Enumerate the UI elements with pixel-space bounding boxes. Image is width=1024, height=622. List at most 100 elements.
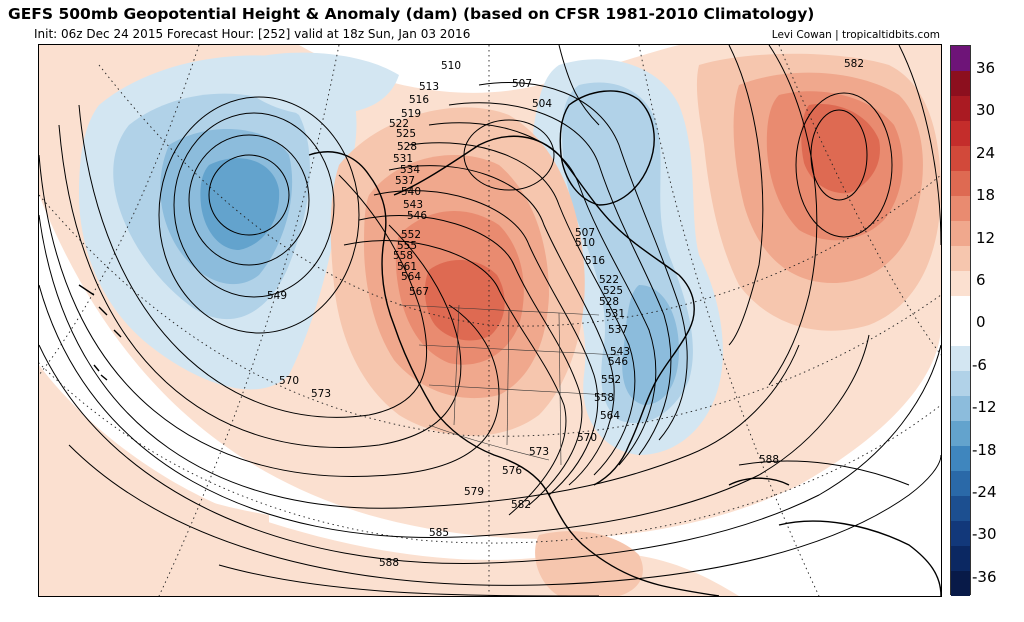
contour-label-510: 510 — [441, 60, 461, 72]
positive-anomaly-ridge-core — [424, 259, 505, 341]
colorbar-tick-label: -6 — [972, 355, 987, 374]
colorbar-tick-label: 30 — [976, 101, 996, 120]
contour-label-567: 567 — [409, 286, 429, 298]
negative-anomaly-alaska — [229, 52, 399, 115]
colorbar-tick-label: -24 — [972, 483, 997, 501]
colorbar-tick-label: 12 — [976, 228, 996, 247]
colorbar-segment — [951, 46, 970, 71]
contour-label-582-northeast: 582 — [844, 58, 864, 70]
map-title: GEFS 500mb Geopotential Height & Anomaly… — [8, 5, 815, 23]
contour-label-525-east: 525 — [603, 285, 623, 297]
contour-label-522-east: 522 — [599, 274, 619, 286]
contour-label-564-east: 564 — [600, 410, 620, 422]
colorbar-segment — [951, 521, 970, 546]
colorbar-segment — [951, 171, 970, 196]
contour-label-588-south: 588 — [379, 557, 399, 569]
map-credit: Levi Cowan | tropicaltidbits.com — [771, 29, 940, 41]
contour-label-507-east: 507 — [575, 227, 595, 239]
contour-label-519: 519 — [401, 108, 421, 120]
colorbar-segment — [951, 246, 970, 271]
colorbar-tick-label: -12 — [972, 398, 997, 417]
contour-label-516: 516 — [409, 94, 429, 106]
colorbar-segment — [951, 546, 970, 571]
contour-label-570-east: 570 — [577, 432, 597, 444]
contour-labels: 510 513 516 519 522 525 528 531 534 537 … — [267, 58, 864, 569]
colorbar-segment — [951, 271, 970, 296]
positive-anomaly-southwest — [39, 405, 269, 596]
contour-label-537: 537 — [395, 175, 415, 187]
contour-label-543: 543 — [403, 199, 423, 211]
hawaii-islands — [93, 364, 108, 381]
contour-label-573-south: 573 — [529, 446, 549, 458]
colorbar-segment — [951, 96, 970, 121]
map-subtitle: Init: 06z Dec 24 2015 Forecast Hour: [25… — [34, 27, 471, 41]
colorbar-segment — [951, 321, 970, 346]
aleutian-islands — [78, 284, 122, 338]
anomaly-colorbar — [950, 45, 971, 596]
colorbar-tick-label: 18 — [976, 186, 996, 205]
contour-label-564: 564 — [401, 271, 421, 283]
contour-label-546-east: 546 — [608, 356, 628, 368]
contour-label-546: 546 — [407, 210, 427, 222]
colorbar-segment — [951, 296, 970, 321]
contour-label-561: 561 — [397, 261, 417, 273]
colorbar-segment — [951, 146, 970, 171]
colorbar-segment — [951, 346, 970, 371]
contour-label-570-west: 570 — [279, 375, 299, 387]
contour-label-510-east: 510 — [575, 237, 595, 249]
contour-label-549: 549 — [267, 290, 287, 302]
colorbar-segment — [951, 471, 970, 496]
contour-label-534: 534 — [400, 164, 420, 176]
colorbar-tick-label: -36 — [972, 567, 997, 586]
height-contours — [39, 45, 941, 596]
colorbar-tick-label: -30 — [972, 525, 997, 544]
colorbar-tick-label: 24 — [976, 143, 996, 162]
colorbar-segment — [951, 421, 970, 446]
contour-label-543-east: 543 — [610, 346, 630, 358]
colorbar-segment — [951, 71, 970, 96]
contour-label-540: 540 — [401, 186, 421, 198]
cuba-outline — [728, 477, 790, 486]
colorbar-segment — [951, 221, 970, 246]
contour-label-552-east: 552 — [601, 374, 621, 386]
contour-label-552: 552 — [401, 229, 421, 241]
contour-label-558: 558 — [393, 250, 413, 262]
contour-label-522: 522 — [389, 118, 409, 130]
contour-label-513: 513 — [419, 81, 439, 93]
map-canvas: 510 513 516 519 522 525 528 531 534 537 … — [39, 45, 941, 596]
contour-label-537-east: 537 — [608, 324, 628, 336]
neutral-band-south — [39, 195, 941, 596]
colorbar-segment — [951, 121, 970, 146]
contour-label-525: 525 — [396, 128, 416, 140]
colorbar-segment — [951, 446, 970, 471]
contour-label-579: 579 — [464, 486, 484, 498]
colorbar-segment — [951, 571, 970, 596]
contour-label-573-west: 573 — [311, 388, 331, 400]
colorbar-tick-label: -18 — [972, 440, 997, 459]
south-america-outline — [778, 520, 941, 596]
contour-label-588-east: 588 — [759, 454, 779, 466]
negative-anomaly-pacific-core — [200, 158, 280, 250]
contour-label-558-east: 558 — [594, 392, 614, 404]
colorbar-segment — [951, 196, 970, 221]
contour-label-528: 528 — [397, 141, 417, 153]
contour-label-507-north: 507 — [512, 78, 532, 90]
colorbar-tick-label: 36 — [976, 59, 996, 77]
colorbar-segment — [951, 371, 970, 396]
contour-label-528-east: 528 — [599, 296, 619, 308]
colorbar-tick-label: 6 — [976, 271, 986, 289]
greenland-outline — [559, 90, 655, 206]
north-america-outline — [308, 151, 720, 596]
contour-label-504-north: 504 — [532, 98, 552, 110]
contour-label-531-east: 531 — [605, 308, 625, 320]
contour-label-585: 585 — [429, 527, 449, 539]
colorbar-segment — [951, 496, 970, 521]
positive-anomaly-central-america — [535, 531, 643, 596]
contour-label-531: 531 — [393, 153, 413, 165]
contour-label-582-south: 582 — [511, 499, 531, 511]
contour-label-516-east: 516 — [585, 255, 605, 267]
colorbar-tick-label: 0 — [976, 313, 986, 332]
map-panel: 510 513 516 519 522 525 528 531 534 537 … — [38, 44, 942, 597]
political-borders — [398, 304, 620, 466]
coastlines — [78, 90, 941, 596]
